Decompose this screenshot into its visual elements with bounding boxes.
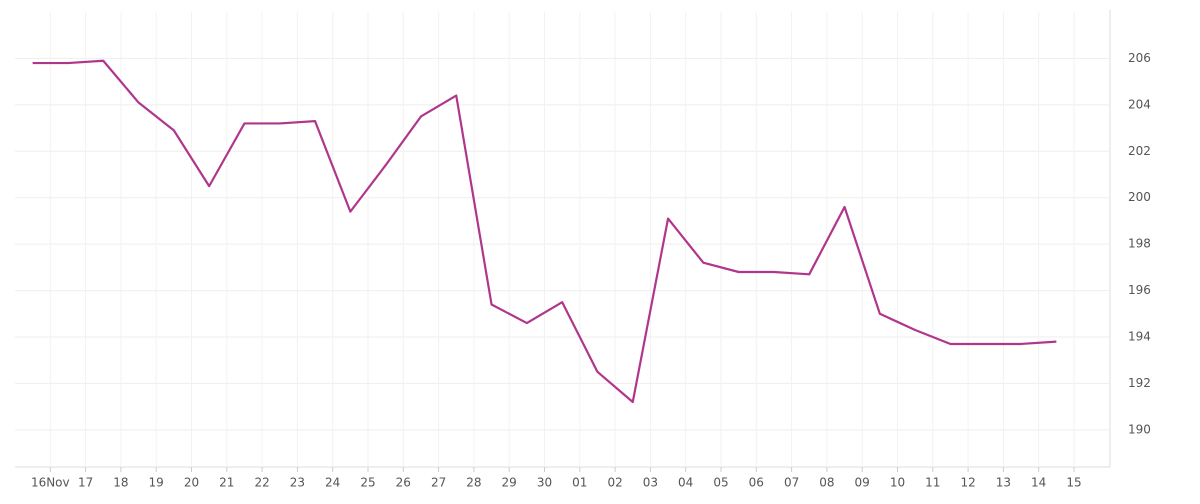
y-tick-label: 190 — [1128, 422, 1151, 436]
x-tick-label: 20 — [184, 476, 199, 490]
y-tick-label: 204 — [1128, 97, 1151, 111]
x-tick-label: 06 — [749, 476, 764, 490]
x-tick-label: 21 — [219, 476, 234, 490]
y-tick-label: 202 — [1128, 144, 1151, 158]
x-tick-label: 10 — [890, 476, 905, 490]
x-tick-label: 03 — [643, 476, 658, 490]
x-tick-label: 30 — [537, 476, 552, 490]
x-tick-label: 01 — [572, 476, 587, 490]
x-tick-label: 14 — [1031, 476, 1046, 490]
x-tick-label: 13 — [996, 476, 1011, 490]
x-tick-label: 04 — [678, 476, 693, 490]
x-tick-label: 25 — [360, 476, 375, 490]
x-tick-label: 28 — [466, 476, 481, 490]
x-tick-label: 23 — [290, 476, 305, 490]
x-tick-label: 16Nov — [31, 476, 70, 490]
y-tick-label: 198 — [1128, 237, 1151, 251]
x-tick-label: 07 — [784, 476, 799, 490]
x-tick-label: 08 — [819, 476, 834, 490]
x-tick-label: 24 — [325, 476, 340, 490]
y-tick-label: 194 — [1128, 330, 1151, 344]
x-tick-label: 05 — [713, 476, 728, 490]
x-tick-label: 12 — [960, 476, 975, 490]
x-tick-label: 15 — [1066, 476, 1081, 490]
y-tick-label: 192 — [1128, 376, 1151, 390]
x-tick-label: 02 — [607, 476, 622, 490]
x-tick-label: 11 — [925, 476, 940, 490]
x-tick-label: 09 — [855, 476, 870, 490]
line — [32, 59, 1057, 404]
x-tick-label: 27 — [431, 476, 446, 490]
y-tick-label: 200 — [1128, 190, 1151, 204]
y-tick-label: 206 — [1128, 51, 1151, 65]
x-tick-label: 18 — [113, 476, 128, 490]
x-tick-label: 19 — [149, 476, 164, 490]
x-tick-label: 26 — [396, 476, 411, 490]
x-tick-label: 29 — [502, 476, 517, 490]
x-tick-label: 17 — [78, 476, 93, 490]
x-tick-label: 22 — [254, 476, 269, 490]
y-tick-label: 196 — [1128, 283, 1151, 297]
